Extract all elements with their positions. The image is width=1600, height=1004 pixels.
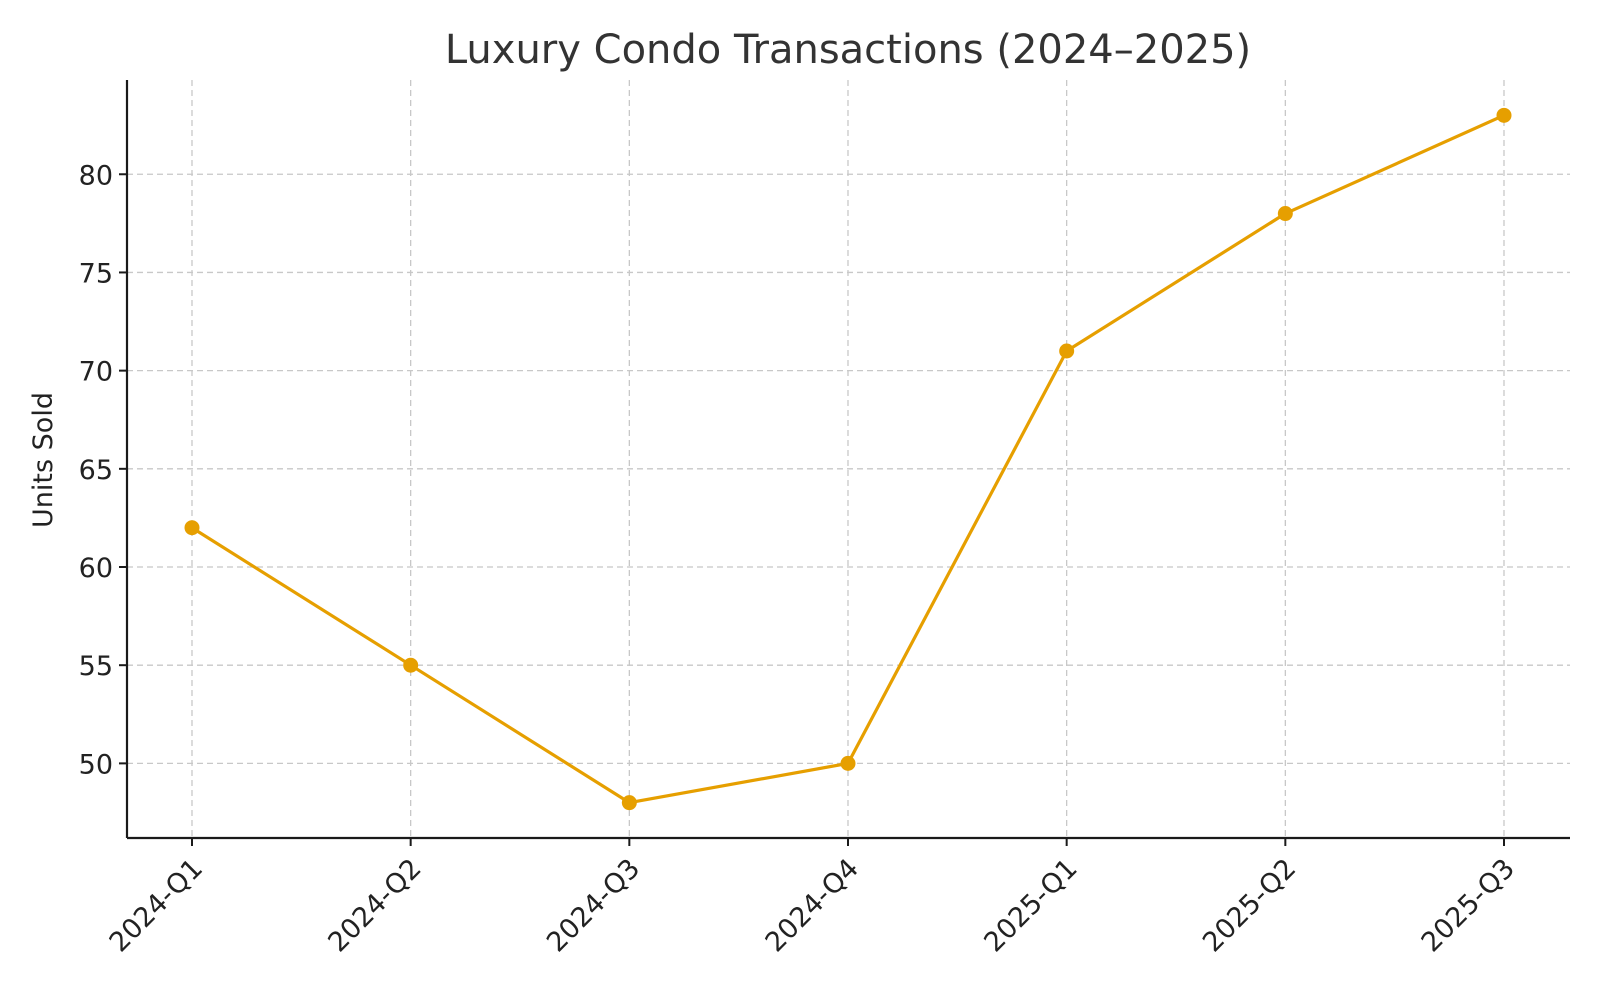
y-axis-label: Units Sold [28, 392, 59, 528]
y-tick-label: 75 [79, 258, 113, 289]
x-tick-label: 2024-Q2 [322, 853, 427, 958]
series-line [190, 113, 1506, 805]
y-tick-label: 60 [79, 553, 113, 584]
data-point [621, 795, 637, 811]
x-tick-label: 2025-Q1 [978, 853, 1083, 958]
y-tick-label: 80 [79, 160, 113, 191]
x-tick-label: 2024-Q4 [760, 853, 865, 958]
grid [127, 80, 1570, 838]
data-point [840, 755, 856, 771]
x-tick-label: 2024-Q3 [541, 853, 646, 958]
x-tick-label: 2025-Q2 [1197, 853, 1302, 958]
data-point [1277, 206, 1293, 222]
x-tick-label: 2025-Q3 [1416, 853, 1521, 958]
y-tick-label: 70 [79, 357, 113, 388]
y-tick-label: 50 [79, 749, 113, 780]
data-point [184, 520, 200, 536]
chart-title: Luxury Condo Transactions (2024–2025) [445, 27, 1251, 73]
data-point [1496, 107, 1512, 123]
data-point [403, 657, 419, 673]
series [184, 107, 1512, 811]
y-tick-label: 65 [79, 455, 113, 486]
x-tick-label: 2024-Q1 [104, 853, 209, 958]
y-tick-label: 55 [79, 651, 113, 682]
data-point [1059, 343, 1075, 359]
